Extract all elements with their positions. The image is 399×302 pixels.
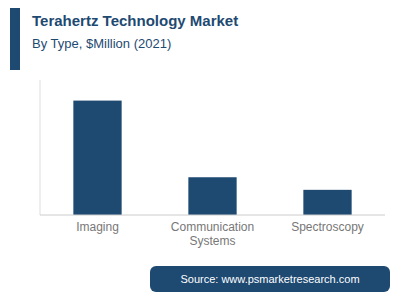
x-tick-label: Imaging	[76, 220, 119, 234]
bar	[73, 101, 121, 215]
source-text: Source: www.psmarketresearch.com	[180, 273, 359, 285]
title-accent	[10, 8, 20, 70]
x-tick-label: CommunicationSystems	[171, 220, 254, 248]
bar	[303, 190, 351, 215]
chart: Terahertz Technology Market By Type, $Mil…	[0, 0, 399, 302]
y-axis-line	[40, 80, 41, 215]
title: Terahertz Technology Market	[32, 12, 238, 29]
subtitle: By Type, $Million (2021)	[32, 36, 171, 51]
chart-container: Terahertz Technology Market By Type, $Mil…	[0, 0, 399, 302]
x-tick-label: Spectroscopy	[291, 220, 364, 234]
bars	[73, 101, 351, 215]
bar	[188, 177, 236, 215]
source-box	[150, 266, 390, 292]
x-axis-line	[40, 215, 385, 216]
